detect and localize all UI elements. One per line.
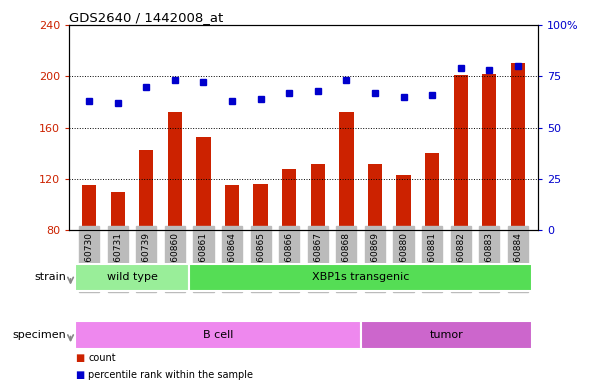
Bar — [82, 185, 96, 230]
Bar — [482, 74, 496, 230]
Bar — [339, 112, 353, 230]
Text: ■: ■ — [75, 370, 84, 381]
Bar — [311, 164, 325, 230]
Bar — [75, 263, 189, 291]
Bar — [197, 137, 210, 230]
Text: GDS2640 / 1442008_at: GDS2640 / 1442008_at — [69, 11, 224, 24]
Text: XBP1s transgenic: XBP1s transgenic — [312, 272, 409, 283]
Bar — [511, 63, 525, 230]
Text: B cell: B cell — [203, 330, 233, 340]
Text: count: count — [88, 353, 116, 363]
Bar — [454, 75, 468, 230]
Bar — [254, 184, 268, 230]
Text: percentile rank within the sample: percentile rank within the sample — [88, 370, 254, 381]
Bar — [189, 263, 532, 291]
Bar — [425, 153, 439, 230]
Bar — [368, 164, 382, 230]
Text: strain: strain — [34, 272, 66, 283]
Bar — [361, 321, 532, 349]
Bar — [168, 112, 182, 230]
Text: specimen: specimen — [13, 330, 66, 340]
Text: wild type: wild type — [106, 272, 157, 283]
Bar — [282, 169, 296, 230]
Bar — [139, 149, 153, 230]
Bar — [397, 175, 410, 230]
Bar — [225, 185, 239, 230]
Bar — [111, 192, 125, 230]
Text: tumor: tumor — [430, 330, 463, 340]
Text: ■: ■ — [75, 353, 84, 363]
Bar — [75, 321, 361, 349]
